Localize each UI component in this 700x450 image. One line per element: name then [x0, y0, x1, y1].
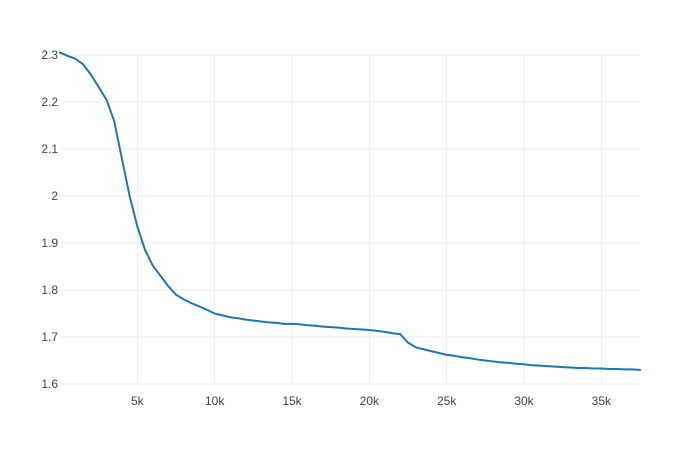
data-point — [97, 86, 100, 88]
data-point — [105, 98, 108, 101]
data-point — [623, 368, 626, 371]
data-point — [167, 285, 170, 288]
data-point — [128, 195, 131, 197]
data-point — [175, 293, 177, 296]
y-tick-label: 1.9 — [41, 236, 58, 250]
data-point — [322, 325, 324, 328]
x-tick-label: 15k — [282, 394, 302, 408]
data-point — [530, 364, 533, 367]
data-point — [546, 365, 549, 368]
x-tick-label: 20k — [360, 394, 380, 408]
data-point — [476, 358, 479, 361]
data-point — [453, 354, 456, 357]
data-point — [499, 361, 502, 364]
y-tick-label: 2 — [51, 189, 58, 203]
data-point — [554, 365, 556, 368]
data-point — [422, 348, 425, 351]
data-point — [90, 73, 92, 76]
data-point — [159, 275, 162, 277]
data-point — [144, 249, 146, 251]
data-point — [407, 341, 409, 344]
data-point — [438, 352, 440, 354]
x-tick-label: 25k — [437, 394, 457, 408]
data-point — [399, 333, 402, 336]
data-point — [631, 368, 634, 371]
y-axis: 1.6 1.7 1.8 1.9 2 2.1 2.2 2.3 — [41, 48, 58, 391]
data-point — [538, 364, 541, 367]
data-point — [639, 369, 641, 371]
x-tick-label: 35k — [592, 394, 612, 408]
y-tick-label: 1.6 — [41, 377, 58, 391]
data-point — [329, 326, 332, 329]
data-point — [298, 323, 301, 326]
data-point — [213, 312, 216, 315]
data-point — [584, 367, 587, 369]
x-tick-label: 10k — [205, 394, 225, 408]
y-tick-label: 2.3 — [41, 48, 58, 62]
data-point — [267, 321, 270, 324]
data-point — [484, 359, 487, 362]
data-point — [352, 328, 355, 330]
data-point — [314, 324, 317, 327]
data-point — [136, 225, 139, 228]
data-point — [190, 302, 193, 305]
data-point — [360, 328, 363, 331]
data-point — [221, 314, 224, 317]
data-point — [523, 363, 525, 366]
data-point — [66, 55, 69, 57]
data-point — [492, 360, 494, 363]
data-point — [82, 63, 85, 66]
data-point — [592, 367, 595, 370]
data-point — [430, 350, 433, 352]
data-point — [74, 57, 77, 60]
data-point — [577, 367, 580, 369]
data-point — [182, 298, 185, 301]
data-point — [236, 317, 239, 320]
data-point — [608, 368, 610, 370]
data-point — [376, 329, 378, 332]
data-point — [260, 320, 262, 323]
data-point — [59, 51, 61, 54]
series-line — [59, 51, 641, 371]
series — [59, 51, 641, 371]
data-point — [368, 329, 371, 331]
data-point — [515, 362, 518, 365]
data-point — [252, 319, 255, 322]
data-point — [198, 305, 201, 308]
data-point — [283, 322, 286, 325]
data-point — [461, 356, 464, 359]
data-point — [383, 330, 386, 333]
data-point — [615, 368, 618, 370]
x-axis: 5k 10k 15k 20k 25k 30k 35k — [131, 394, 612, 408]
x-tick-label: 30k — [514, 394, 534, 408]
data-point — [445, 353, 448, 356]
y-tick-label: 1.8 — [41, 283, 58, 297]
data-point — [151, 264, 154, 267]
grid — [60, 54, 640, 385]
data-point — [561, 366, 564, 368]
data-point — [337, 326, 340, 329]
data-point — [345, 327, 348, 330]
x-tick-label: 5k — [131, 394, 145, 408]
data-point — [391, 332, 394, 335]
data-point — [113, 119, 116, 122]
data-point — [468, 357, 471, 360]
data-point — [414, 346, 417, 349]
data-point — [569, 366, 572, 369]
data-point — [275, 322, 278, 324]
data-point — [229, 316, 232, 319]
y-tick-label: 1.7 — [41, 330, 58, 344]
data-point — [291, 322, 293, 325]
data-point — [507, 361, 510, 364]
data-point — [306, 324, 309, 327]
data-point — [120, 157, 123, 160]
data-point — [244, 318, 247, 321]
y-tick-label: 2.1 — [41, 142, 58, 156]
data-point — [206, 308, 208, 311]
data-point — [600, 367, 603, 370]
y-tick-label: 2.2 — [41, 95, 58, 109]
